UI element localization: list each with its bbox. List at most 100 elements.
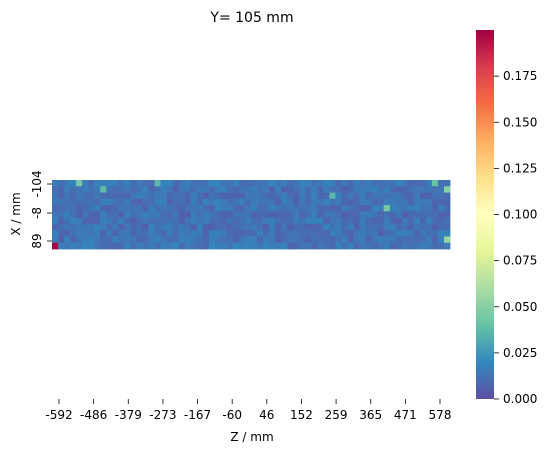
heatmap-cell	[88, 180, 95, 187]
heatmap-cell	[184, 242, 192, 250]
heatmap-cell	[76, 186, 83, 193]
heatmap-cell	[377, 223, 385, 231]
heatmap-cell	[70, 217, 77, 225]
heatmap-cell	[353, 223, 360, 231]
heatmap-cell	[172, 180, 180, 187]
heatmap-cell	[100, 217, 107, 225]
heatmap-cell	[275, 180, 282, 187]
heatmap-cell	[232, 236, 240, 244]
heatmap-cell	[184, 236, 192, 244]
heatmap-cell	[365, 180, 373, 187]
heatmap-cell	[100, 242, 107, 250]
heatmap-cell	[269, 211, 276, 219]
heatmap-cell	[269, 230, 276, 237]
heatmap-cell	[52, 217, 59, 225]
heatmap-cell	[341, 198, 348, 206]
heatmap-cell	[232, 198, 240, 206]
heatmap-cell	[76, 223, 83, 231]
heatmap-cell	[166, 236, 174, 244]
heatmap-cell	[214, 217, 222, 225]
heatmap-cell	[275, 198, 282, 206]
heatmap-cell	[335, 198, 342, 206]
heatmap-cell	[293, 180, 300, 187]
heatmap-cell	[263, 211, 270, 219]
heatmap-cell	[347, 192, 354, 200]
heatmap-cell	[196, 223, 204, 231]
heatmap-cell	[106, 192, 113, 200]
heatmap-cell	[124, 211, 131, 219]
heatmap-cell	[317, 180, 324, 187]
heatmap-cell	[82, 186, 89, 193]
heatmap-cell	[323, 180, 330, 187]
colorbar-ticks: 0.000 0.025 0.050 0.075 0.100 0.125 0.150 0.175	[494, 69, 537, 406]
heatmap-cell	[166, 223, 174, 231]
heatmap-cell	[136, 230, 143, 237]
heatmap-cell	[269, 242, 276, 250]
heatmap-cell	[220, 223, 228, 231]
heatmap-cell	[347, 198, 354, 206]
heatmap-cell	[329, 192, 336, 200]
heatmap-cell	[148, 223, 155, 231]
heatmap-cell	[257, 205, 264, 212]
heatmap-cell	[178, 186, 186, 193]
heatmap-cell	[383, 242, 391, 250]
heatmap-cell	[184, 192, 192, 200]
heatmap-cell	[305, 192, 312, 200]
heatmap-cell	[208, 186, 216, 193]
heatmap-cell	[208, 198, 216, 206]
heatmap-cell	[365, 186, 373, 193]
heatmap-cell	[214, 242, 222, 250]
heatmap-cell	[196, 217, 204, 225]
heatmap-cell	[238, 223, 246, 231]
heatmap-cell	[184, 205, 192, 212]
heatmap-cell	[347, 217, 354, 225]
heatmap-cell	[130, 192, 137, 200]
heatmap-cell	[269, 180, 276, 187]
heatmap-cell	[178, 198, 186, 206]
heatmap-cell	[425, 230, 433, 237]
heatmap-cell	[359, 223, 366, 231]
heatmap-cell	[311, 192, 318, 200]
heatmap-cell	[359, 217, 366, 225]
heatmap-cell	[82, 242, 89, 250]
heatmap-cell	[244, 180, 252, 187]
heatmap-cell	[220, 198, 228, 206]
heatmap-cell	[76, 192, 83, 200]
heatmap-cell	[136, 236, 143, 244]
heatmap-cell	[238, 192, 246, 200]
heatmap-cell	[196, 198, 204, 206]
heatmap-cell	[413, 186, 421, 193]
heatmap-cell	[118, 205, 125, 212]
heatmap-cell	[166, 230, 174, 237]
heatmap-cell	[202, 192, 210, 200]
heatmap-cell	[142, 205, 149, 212]
heatmap-cell	[401, 223, 409, 231]
heatmap-cell	[124, 217, 131, 225]
heatmap-cell	[124, 192, 131, 200]
heatmap-cell	[148, 180, 155, 187]
heatmap-cell	[365, 217, 373, 225]
heatmap-cell	[383, 205, 391, 212]
heatmap-cell	[311, 236, 318, 244]
heatmap-cell	[64, 223, 71, 231]
heatmap-cell	[437, 217, 445, 225]
heatmap-cell	[317, 217, 324, 225]
heatmap-cell	[64, 180, 71, 187]
heatmap-cell	[365, 223, 373, 231]
heatmap-cell	[184, 180, 192, 187]
heatmap-cell	[407, 230, 415, 237]
heatmap-cell	[130, 242, 137, 250]
heatmap-cell	[112, 198, 119, 206]
heatmap-cell	[244, 192, 252, 200]
heatmap-cell	[365, 236, 373, 244]
heatmap-cell	[389, 211, 397, 219]
heatmap-cell	[305, 217, 312, 225]
heatmap-cell	[76, 205, 83, 212]
heatmap-cell	[226, 192, 234, 200]
heatmap-cell	[377, 180, 385, 187]
heatmap-cell	[226, 205, 234, 212]
heatmap-cell	[323, 186, 330, 193]
heatmap-cell	[275, 205, 282, 212]
heatmap-cell	[136, 242, 143, 250]
heatmap-cell	[281, 198, 288, 206]
